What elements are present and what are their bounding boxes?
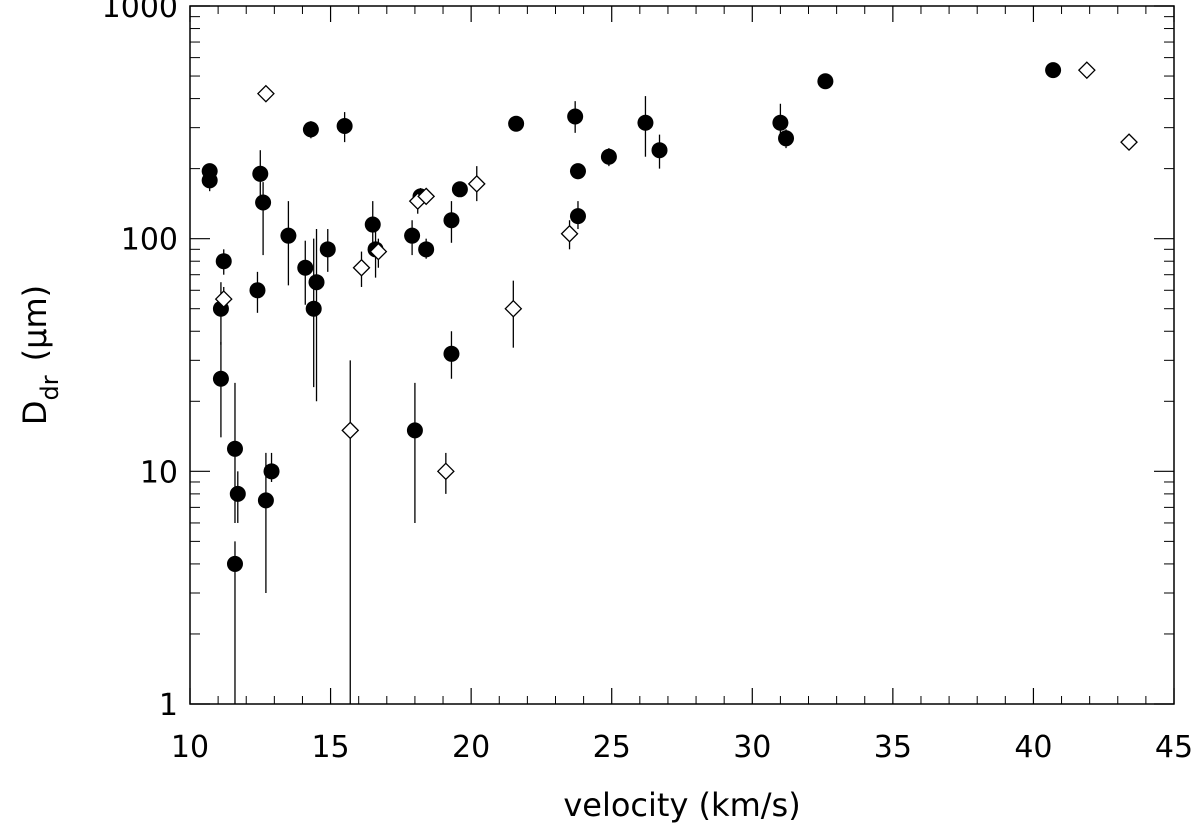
filled-circle-point bbox=[1045, 62, 1062, 79]
filled-circle-point bbox=[451, 181, 468, 198]
filled-circle-point bbox=[443, 212, 460, 229]
y-axis-label-main: D bbox=[16, 400, 54, 425]
filled-circle-point bbox=[772, 114, 789, 131]
filled-circle-point bbox=[637, 114, 654, 131]
filled-circle-point bbox=[215, 253, 232, 270]
x-tick-label: 15 bbox=[311, 730, 349, 765]
open-diamond-point bbox=[560, 224, 579, 243]
filled-circle-point bbox=[817, 73, 834, 90]
open-diamond-point bbox=[352, 258, 371, 277]
filled-circle-point bbox=[778, 130, 795, 147]
filled-circle-point bbox=[302, 121, 319, 138]
filled-circle-point bbox=[567, 108, 584, 125]
filled-circle-point bbox=[305, 300, 322, 317]
data-markers bbox=[201, 61, 1138, 572]
y-tick-label: 100 bbox=[121, 223, 178, 258]
open-diamond-point bbox=[1120, 133, 1138, 152]
x-tick-label: 10 bbox=[171, 730, 209, 765]
filled-circle-point bbox=[249, 282, 266, 299]
x-tick-label: 45 bbox=[1155, 730, 1193, 765]
filled-circle-point bbox=[263, 463, 280, 480]
filled-circle-point bbox=[226, 555, 243, 572]
filled-circle-point bbox=[569, 163, 586, 180]
filled-circle-point bbox=[569, 208, 586, 225]
open-diamond-point bbox=[436, 462, 455, 481]
open-diamond-point bbox=[467, 174, 486, 193]
y-axis-label-unit: (μm) bbox=[16, 285, 54, 362]
filled-circle-point bbox=[508, 115, 525, 132]
minor-ticks bbox=[190, 6, 1174, 704]
y-axis-label-subscript: dr bbox=[36, 375, 64, 400]
filled-circle-point bbox=[252, 165, 269, 182]
filled-circle-point bbox=[280, 227, 297, 244]
filled-circle-point bbox=[226, 440, 243, 457]
y-tick-label: 1000 bbox=[102, 0, 178, 25]
y-tick-labels: 1 10 100 1000 bbox=[102, 0, 178, 723]
open-diamond-point bbox=[417, 187, 436, 206]
filled-circle-point bbox=[600, 148, 617, 165]
filled-circle-point bbox=[418, 241, 435, 258]
filled-circle-point bbox=[319, 241, 336, 258]
x-tick-labels: 10 15 20 25 30 35 40 45 bbox=[171, 730, 1193, 765]
y-axis-label: Ddr (μm) bbox=[16, 285, 64, 425]
error-bars bbox=[209, 64, 1130, 704]
open-diamond-point bbox=[341, 421, 360, 440]
filled-circle-point bbox=[308, 274, 325, 291]
x-tick-label: 20 bbox=[452, 730, 490, 765]
open-diamond-point bbox=[1077, 61, 1096, 80]
major-ticks bbox=[189, 5, 1175, 705]
x-tick-label: 30 bbox=[733, 730, 771, 765]
filled-circle-point bbox=[336, 117, 353, 134]
filled-circle-point bbox=[404, 227, 421, 244]
x-tick-label: 35 bbox=[874, 730, 912, 765]
x-axis-label: velocity (km/s) bbox=[563, 786, 800, 824]
plot-frame bbox=[189, 5, 1175, 705]
filled-circle-point bbox=[229, 485, 246, 502]
filled-circle-point bbox=[201, 172, 218, 189]
x-tick-label: 40 bbox=[1014, 730, 1052, 765]
filled-circle-point bbox=[212, 370, 229, 387]
filled-circle-point bbox=[297, 259, 314, 276]
filled-circle-point bbox=[406, 422, 423, 439]
filled-circle-point bbox=[255, 194, 272, 211]
filled-circle-point bbox=[651, 142, 668, 159]
open-diamond-point bbox=[256, 84, 275, 103]
x-tick-label: 25 bbox=[593, 730, 631, 765]
open-diamond-point bbox=[504, 299, 523, 318]
y-tick-label: 10 bbox=[140, 455, 178, 490]
filled-circle-point bbox=[443, 345, 460, 362]
y-tick-label: 1 bbox=[159, 688, 178, 723]
filled-circle-point bbox=[364, 216, 381, 233]
filled-circle-point bbox=[257, 492, 274, 509]
open-diamond-point bbox=[369, 242, 388, 261]
open-diamond-point bbox=[214, 290, 233, 308]
